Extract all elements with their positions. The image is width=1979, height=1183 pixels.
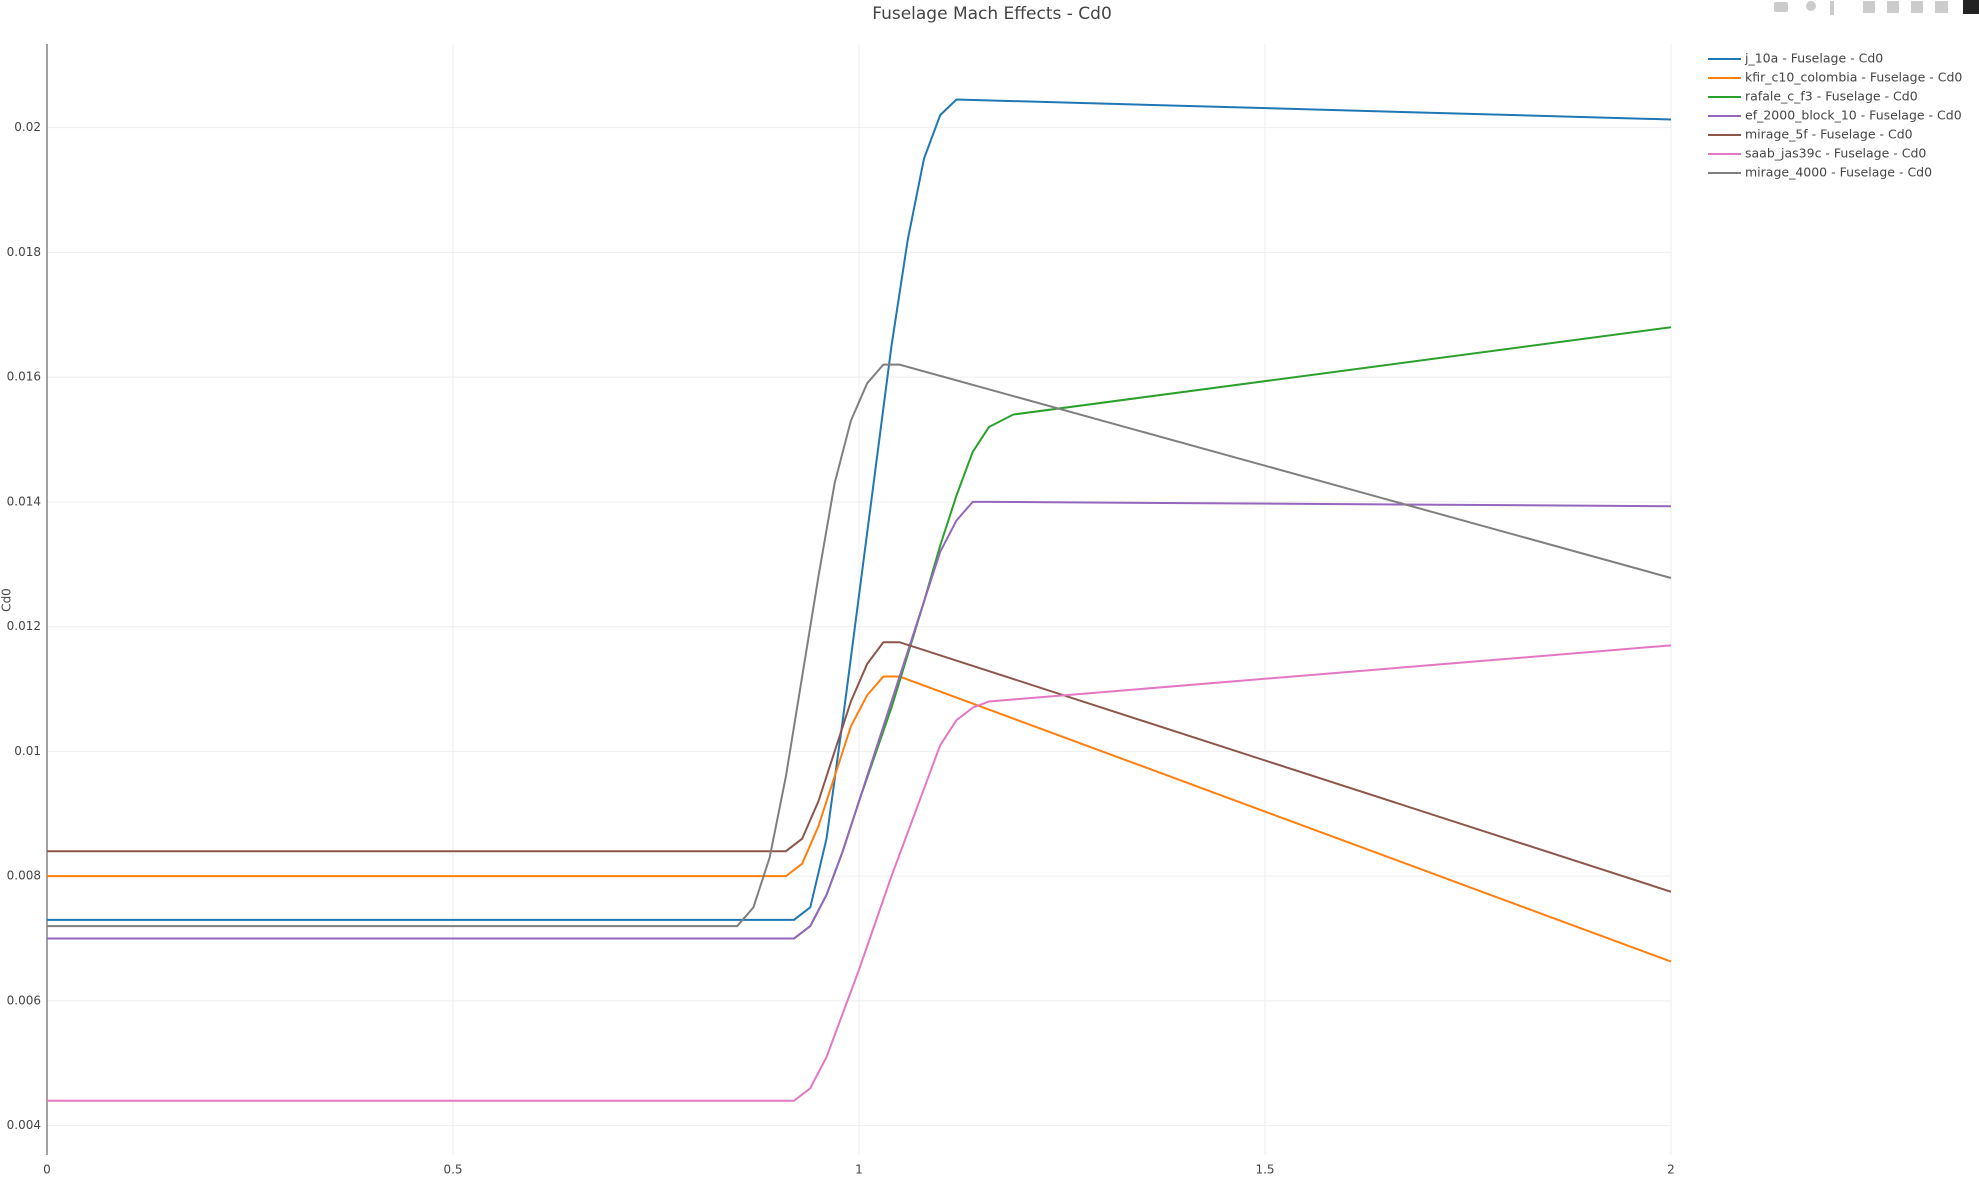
y-tick-label: 0.004 (7, 1118, 41, 1132)
autoscale-icon[interactable] (1911, 1, 1923, 13)
x-tick-label: 2 (1667, 1163, 1675, 1177)
y-tick-label: 0.006 (7, 993, 41, 1007)
chart-title: Fuselage Mach Effects - Cd0 (872, 4, 1112, 24)
y-tick-label: 0.016 (7, 370, 41, 384)
legend-label: mirage_4000 - Fuselage - Cd0 (1745, 165, 1932, 180)
line-series (47, 98, 1672, 921)
y-tick-label: 0.014 (7, 494, 41, 508)
line-series (47, 500, 1672, 940)
line-series (47, 675, 1672, 963)
line-series (47, 641, 1672, 893)
zoom-in-icon[interactable] (1863, 1, 1875, 13)
legend-label: ef_2000_block_10 - Fuselage - Cd0 (1745, 108, 1962, 123)
y-tick-label: 0.012 (7, 619, 41, 633)
plotly-logo[interactable] (1963, 0, 1979, 14)
line-series (47, 363, 1672, 928)
legend-label: rafale_c_f3 - Fuselage - Cd0 (1745, 89, 1918, 104)
legend-label: saab_jas39c - Fuselage - Cd0 (1745, 146, 1926, 161)
y-tick-label: 0.02 (14, 120, 41, 134)
y-axis-label: Cd0 (0, 588, 14, 612)
camera-icon[interactable] (1774, 2, 1788, 12)
zoom-icon[interactable] (1806, 1, 1816, 11)
x-tick-label: 0.5 (443, 1163, 462, 1177)
x-tick-label: 1 (855, 1163, 863, 1177)
x-tick-label: 0 (43, 1163, 51, 1177)
home-icon[interactable] (1935, 1, 1948, 13)
legend-label: j_10a - Fuselage - Cd0 (1744, 51, 1883, 66)
toolbar (1774, 0, 1979, 15)
y-tick-label: 0.01 (14, 744, 41, 758)
pan-icon[interactable] (1830, 1, 1834, 15)
x-tick-label: 1.5 (1255, 1163, 1274, 1177)
line-series (47, 644, 1672, 1102)
legend-label: kfir_c10_colombia - Fuselage - Cd0 (1745, 70, 1962, 85)
zoom-out-icon[interactable] (1887, 1, 1899, 13)
y-tick-label: 0.018 (7, 245, 41, 259)
y-tick-label: 0.008 (7, 869, 41, 883)
legend-label: mirage_5f - Fuselage - Cd0 (1745, 127, 1913, 142)
